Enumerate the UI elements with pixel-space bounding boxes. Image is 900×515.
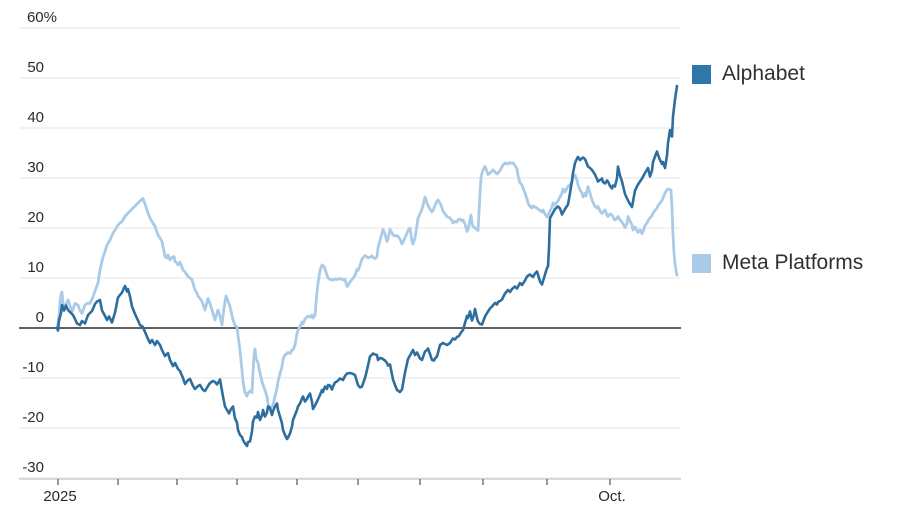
legend-label-alphabet: Alphabet <box>722 62 805 85</box>
y-axis-tick-label: 20 <box>27 209 44 226</box>
legend-swatch-meta-platforms <box>692 253 711 273</box>
x-axis-tick-label: Oct. <box>598 488 626 505</box>
legend-item-meta-platforms: Meta Platforms <box>692 251 863 275</box>
y-axis-tick-label: -30 <box>22 459 44 476</box>
series-line-meta-platforms <box>55 161 679 410</box>
y-axis-tick-label: -10 <box>22 359 44 376</box>
y-axis-tick-label: -20 <box>22 409 44 426</box>
legend-swatch-alphabet <box>692 64 711 84</box>
legend-label-meta-platforms: Meta Platforms <box>722 251 864 274</box>
y-axis-tick-label: 60% <box>27 9 57 26</box>
y-axis-tick-label: 0 <box>36 309 44 326</box>
y-axis-tick-label: 40 <box>27 109 44 126</box>
y-axis-tick-label: 10 <box>27 259 44 276</box>
x-axis-tick-label: 2025 <box>43 488 76 505</box>
y-axis-tick-label: 30 <box>27 159 44 176</box>
series-line-alphabet <box>55 84 679 448</box>
y-axis-tick-label: 50 <box>27 59 44 76</box>
legend-item-alphabet: Alphabet <box>692 62 805 86</box>
